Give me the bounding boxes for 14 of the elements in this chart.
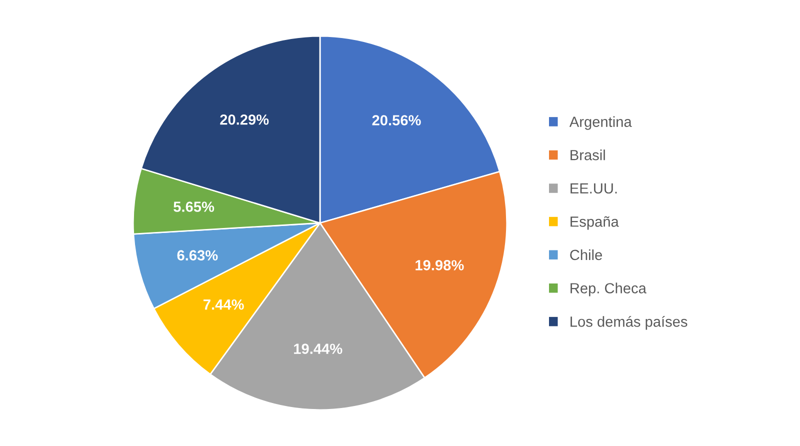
legend-label: Los demás países — [570, 316, 688, 330]
legend-label: EE.UU. — [570, 183, 617, 194]
legend-label: Chile — [570, 249, 602, 260]
data-label: 20.29% — [220, 114, 269, 125]
data-label: 19.98% — [416, 260, 464, 270]
data-label: 5.65% — [174, 202, 214, 212]
data-label: 6.63% — [177, 250, 218, 261]
legend-label: Brasil — [570, 150, 605, 160]
data-label: 19.44% — [294, 344, 342, 354]
legend-label: Rep. Checa — [570, 282, 646, 296]
data-label: 7.44% — [204, 299, 244, 310]
legend-label: España — [570, 216, 619, 230]
legend-label: Argentina — [569, 116, 632, 130]
data-label: 20.56% — [372, 115, 421, 126]
